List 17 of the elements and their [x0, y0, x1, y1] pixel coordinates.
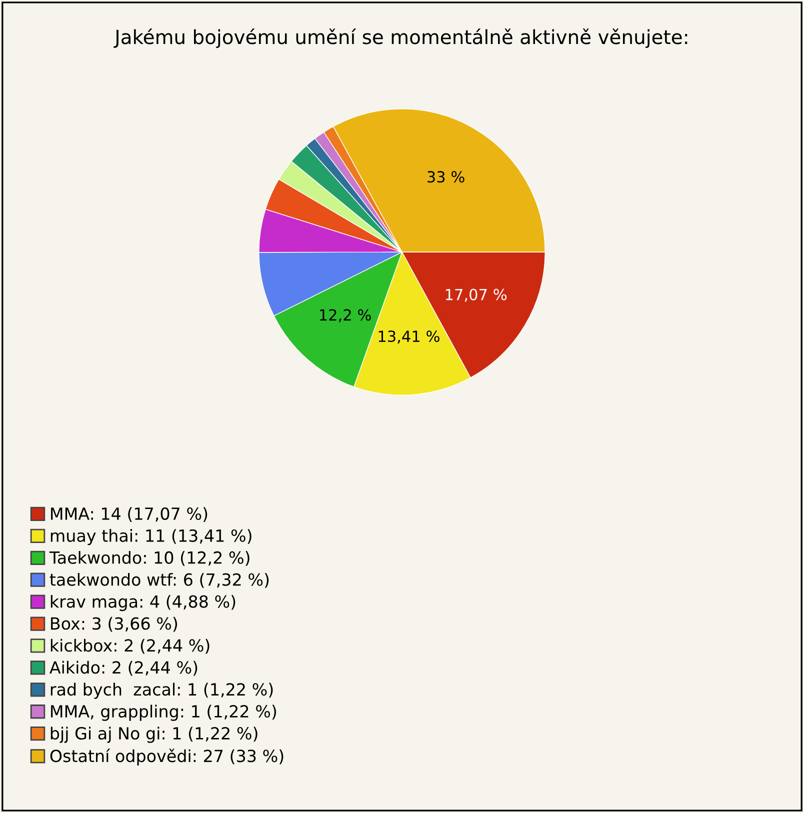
legend-label: MMA, grappling: 1 (1,22 %) [51, 704, 276, 721]
legend-label: Taekwondo: 10 (12,2 %) [49, 551, 250, 566]
legend-label: bjj Gi aj No gi: 1 (1,22 %) [50, 726, 258, 743]
legend-label: Box: 3 (3,66 %) [51, 616, 178, 632]
data-label: 33 % [428, 171, 464, 183]
data-label: 12,2 % [320, 309, 371, 322]
legend-label: Ostatní odpovědi: 27 (33 %) [50, 748, 284, 766]
legend-label: kickbox: 2 (2,44 %) [50, 638, 210, 654]
legend-label: taekwondo wtf: 6 (7,32 %) [50, 572, 269, 588]
data-label: 17,07 % [446, 288, 507, 302]
legend-label: MMA: 14 (17,07 %) [51, 507, 208, 522]
legend-label: rad bych zacal: 1 (1,22 %) [50, 682, 273, 699]
legend-label: krav maga: 4 (4,88 %) [50, 594, 236, 612]
legend-label: Aikido: 2 (2,44 %) [50, 660, 198, 676]
legend-label: muay thai: 11 (13,41 %) [50, 529, 252, 546]
data-label: 13,41 % [378, 330, 440, 344]
chart-title: Jakému bojovému umění se momentálně aktivně věnujete: [114, 28, 688, 48]
